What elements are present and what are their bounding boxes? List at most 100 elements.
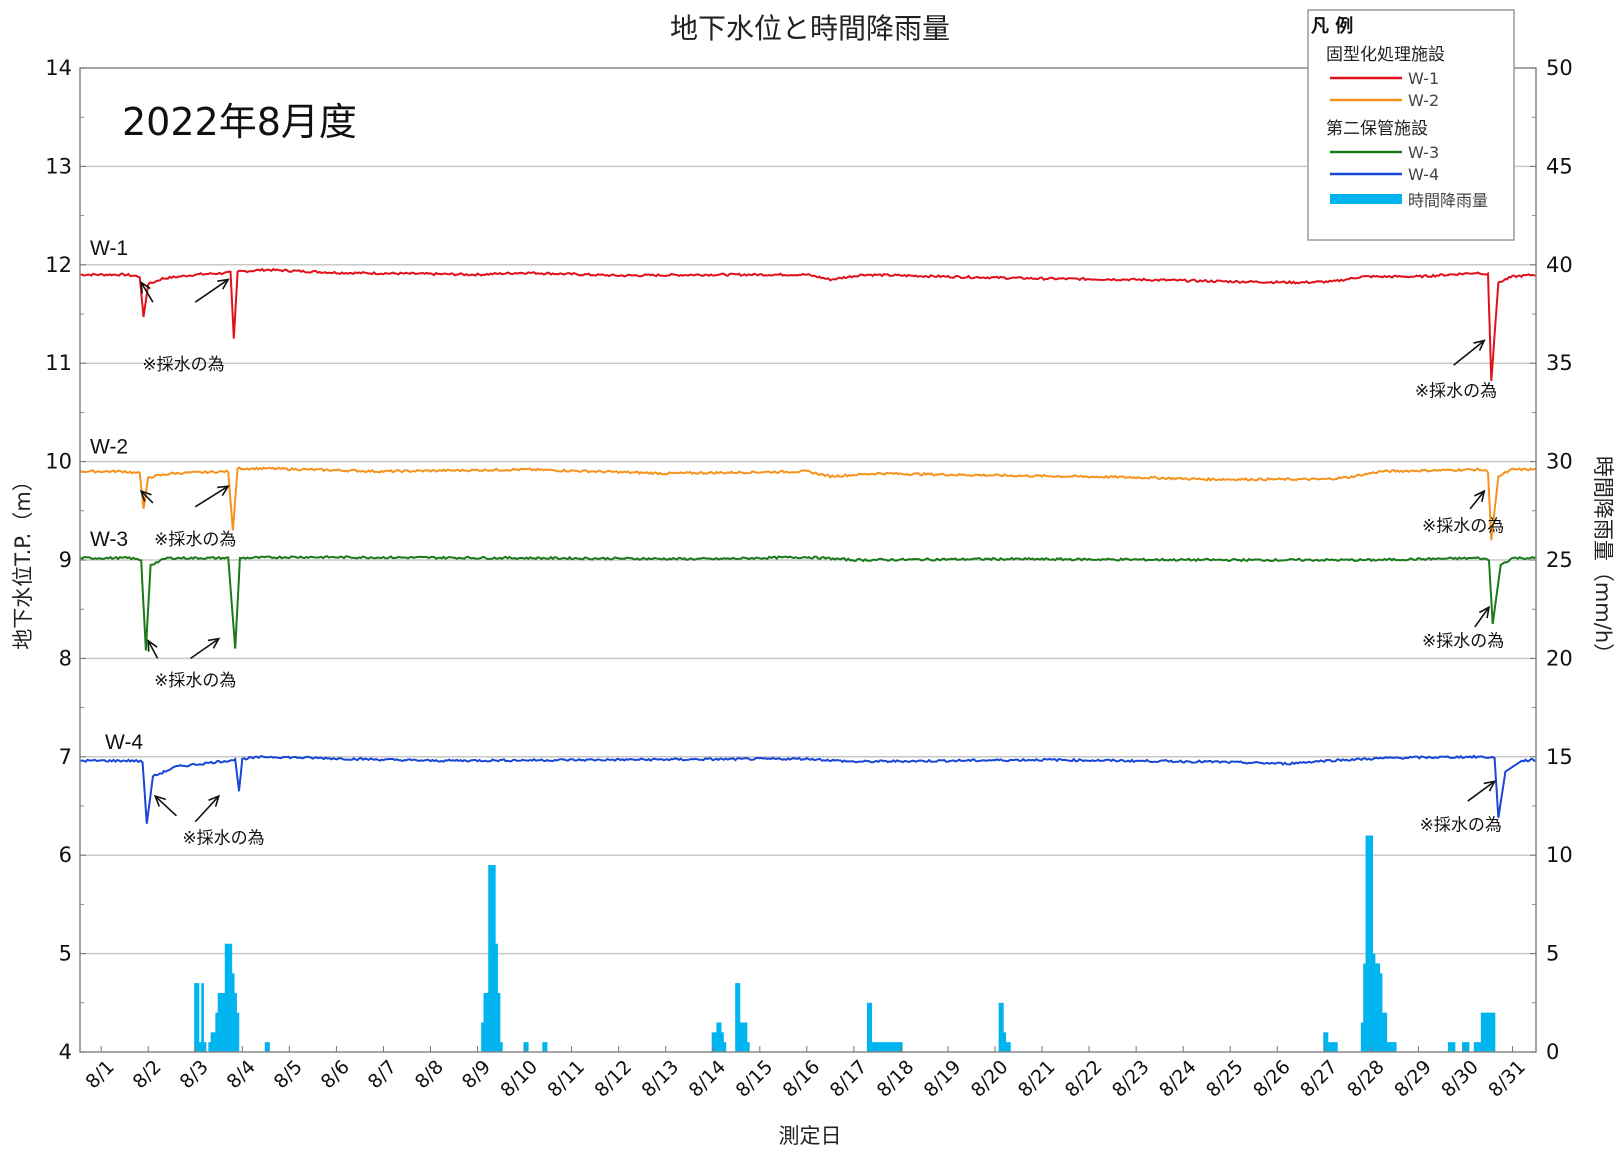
- rain-bar: [878, 1042, 882, 1052]
- legend-item-label: 時間降雨量: [1408, 191, 1488, 210]
- rain-bar: [869, 1002, 872, 1052]
- rain-bar: [892, 1042, 896, 1052]
- y-tick-label-left: 7: [59, 745, 72, 769]
- period-label: 2022年8月度: [122, 100, 357, 144]
- rain-bar: [483, 992, 487, 1052]
- rain-bar: [883, 1042, 887, 1052]
- rain-bar: [1367, 835, 1371, 1052]
- annotation-arrow: [147, 640, 159, 659]
- annotation-arrow: [140, 282, 154, 303]
- y-tick-label-left: 6: [59, 843, 72, 867]
- sampling-annotation: ※採水の為: [1422, 516, 1504, 536]
- rain-bar: [1487, 1012, 1491, 1052]
- rain-bar: [735, 983, 738, 1052]
- annotation-arrow: [194, 485, 229, 508]
- annotation-arrowhead: [1478, 605, 1491, 619]
- rain-bar: [224, 943, 228, 1052]
- rain-bar: [746, 1042, 750, 1052]
- series-line-w-3: [79, 554, 1537, 651]
- annotation-arrowhead: [153, 794, 167, 807]
- series-line-w-1: [79, 267, 1537, 381]
- rain-bar: [499, 1042, 503, 1052]
- y-tick-label-left: 12: [45, 253, 72, 277]
- rain-bars: [194, 835, 1496, 1052]
- rain-bar: [1483, 1012, 1486, 1052]
- rain-bar: [1386, 1042, 1390, 1052]
- rain-bar: [1447, 1042, 1451, 1052]
- rain-bar: [744, 1022, 748, 1052]
- rain-bar: [1382, 1012, 1385, 1052]
- rain-bar: [201, 983, 204, 1052]
- rain-bar: [215, 1012, 219, 1052]
- annotation-arrowhead: [208, 794, 221, 807]
- rain-bar: [1393, 1042, 1397, 1052]
- legend-group-label: 固型化処理施設: [1326, 45, 1445, 65]
- series-label: W-2: [90, 436, 128, 459]
- y-tick-label-right: 30: [1546, 450, 1573, 474]
- rain-bar: [1323, 1032, 1326, 1052]
- rain-bar: [488, 865, 491, 1052]
- annotations: W-1 W-2 W-3 W-4 ※採水の為 ※採水の為 ※採水の為 ※採水の為 ※採水の為 ※採水…: [90, 237, 1504, 848]
- sampling-annotation: ※採水の為: [1415, 382, 1497, 402]
- rain-bar: [495, 943, 498, 1052]
- rain-bar: [876, 1042, 880, 1052]
- y-tick-label-left: 11: [45, 351, 72, 375]
- annotation-arrow: [190, 638, 220, 660]
- water-level-lines: [79, 267, 1537, 824]
- rain-bar: [525, 1042, 529, 1052]
- y-tick-label-left: 8: [59, 646, 72, 670]
- legend-item-label: W-3: [1408, 143, 1439, 162]
- rain-bar: [1450, 1042, 1453, 1052]
- rain-bar: [1485, 1012, 1489, 1052]
- rain-bar: [1492, 1012, 1496, 1052]
- rain-bar: [1391, 1042, 1395, 1052]
- chart-title: 地下水位と時間降雨量: [670, 12, 950, 45]
- rain-bar: [492, 865, 496, 1052]
- y-tick-label-right: 0: [1546, 1040, 1559, 1064]
- rain-bar: [236, 1012, 240, 1052]
- rain-bar: [497, 992, 501, 1052]
- rain-bar: [721, 1032, 724, 1052]
- y-tick-label-right: 50: [1546, 56, 1573, 80]
- rain-bar: [1452, 1042, 1456, 1052]
- rain-bar: [1478, 1042, 1482, 1052]
- annotation-arrowhead: [1473, 489, 1486, 503]
- annotation-arrowhead: [1473, 339, 1486, 351]
- rain-bar: [203, 1042, 207, 1052]
- rain-bar: [1370, 835, 1374, 1052]
- rain-bar: [1379, 973, 1383, 1052]
- y-axis-title-right: 時間降雨量（mm/h）: [1591, 456, 1615, 664]
- y-axis-title-left: 地下水位T.P.（m）: [11, 470, 35, 650]
- rain-bar: [1377, 963, 1381, 1052]
- rain-bar: [739, 1022, 743, 1052]
- legend-group-label: 第二保管施設: [1326, 119, 1428, 139]
- rain-bar: [1466, 1042, 1470, 1052]
- series-line-w-2: [79, 466, 1537, 541]
- sampling-annotation: ※採水の為: [1420, 816, 1502, 836]
- rain-bar: [1332, 1042, 1336, 1052]
- y-tick-label-right: 40: [1546, 253, 1573, 277]
- rain-bar: [1005, 1042, 1009, 1052]
- series-label: W-4: [105, 731, 143, 754]
- rain-bar: [229, 943, 233, 1052]
- rain-bar: [742, 1022, 745, 1052]
- rain-bar: [737, 983, 741, 1052]
- rain-bar: [1462, 1042, 1465, 1052]
- rain-bar: [220, 992, 223, 1052]
- rain-bar: [1389, 1042, 1392, 1052]
- rain-bar: [1374, 963, 1378, 1052]
- rain-bar: [544, 1042, 548, 1052]
- rain-bar: [888, 1042, 891, 1052]
- sampling-annotation: ※採水の為: [142, 355, 224, 375]
- legend-item-label: W-2: [1408, 91, 1439, 110]
- annotation-arrowhead: [217, 485, 230, 496]
- rain-bar: [866, 1002, 870, 1052]
- annotation-arrow: [1469, 490, 1485, 510]
- rain-bar: [481, 1022, 484, 1052]
- y-tick-label-left: 5: [59, 942, 72, 966]
- rain-bar: [723, 1042, 727, 1052]
- rain-bar: [1365, 835, 1369, 1052]
- rain-bar: [1372, 953, 1376, 1052]
